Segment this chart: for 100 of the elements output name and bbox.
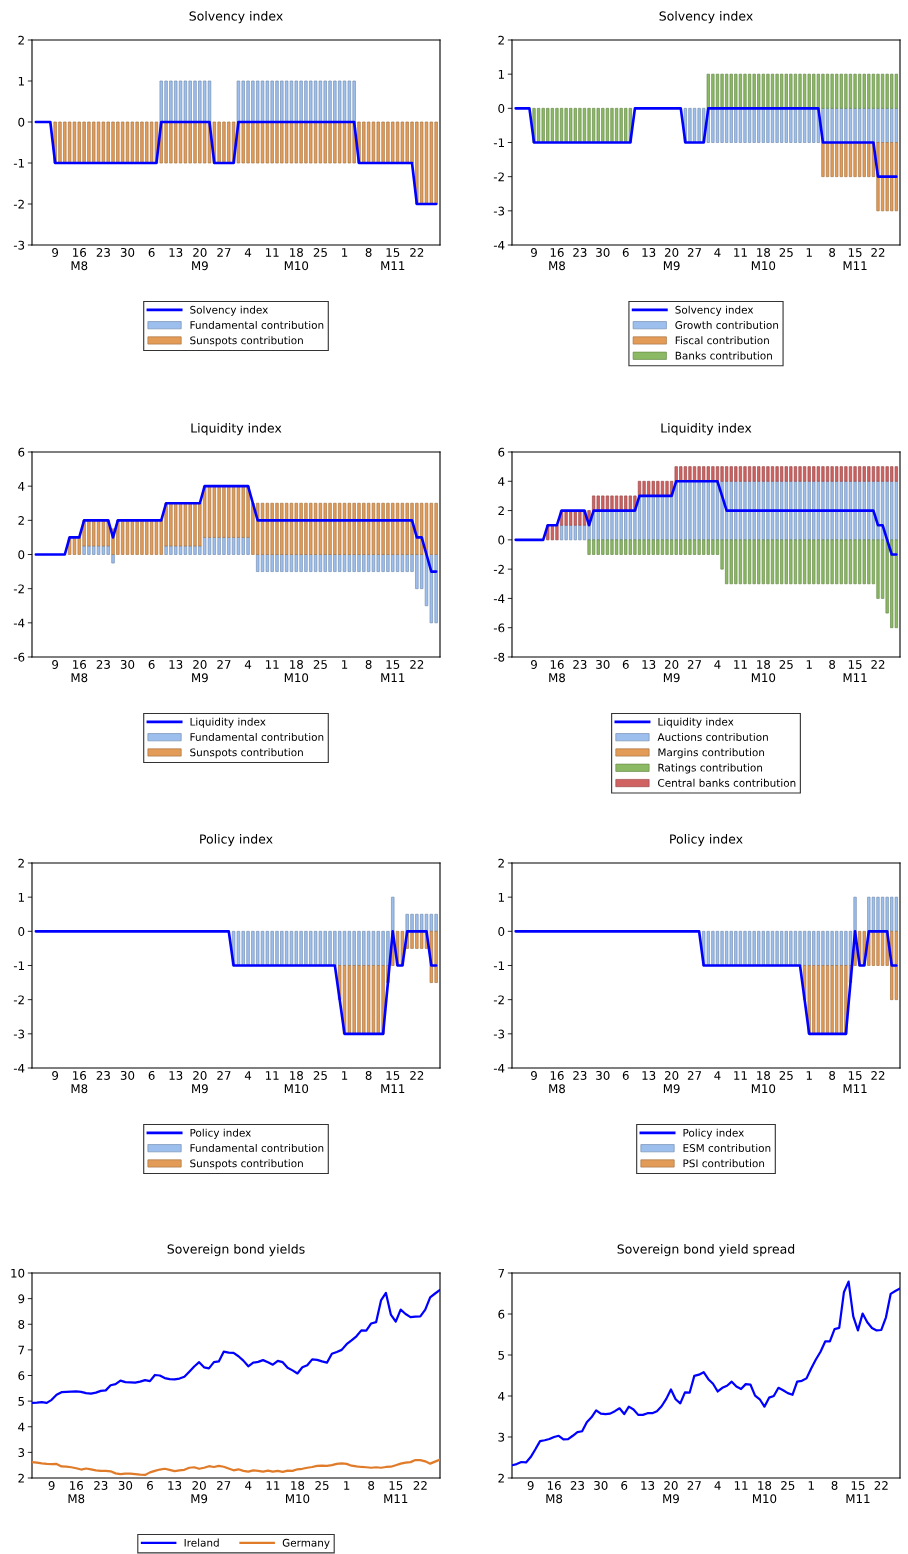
x-tick-label: 9 (527, 1480, 534, 1490)
x-tick-label: 25 (781, 1480, 795, 1490)
x-tick-label: 6 (621, 1480, 628, 1490)
x-tick-label: 1 (806, 1071, 812, 1080)
x-tick-label: 11 (734, 1481, 748, 1490)
x-tick-label: 9 (52, 1070, 59, 1080)
x-tick-label: 20 M9 (663, 1480, 679, 1504)
x-tick-label: 6 (622, 247, 629, 257)
x-tick-label: 11 (734, 1071, 747, 1080)
chart-title: Liquidity index (661, 423, 752, 436)
x-tick-label: 1 (344, 1481, 350, 1490)
x-tick-label: 6 (622, 659, 629, 669)
x-tick-label: 15 M11 (843, 1071, 867, 1093)
x-tick-label: 16 M8 (546, 1480, 563, 1504)
legend-label: Solvency index (675, 305, 754, 316)
x-tick-label: 16 M8 (549, 247, 565, 271)
x-tick-label: 11 (265, 1071, 279, 1080)
y-tick-label: -2 (493, 995, 504, 1005)
x-tick-label: 4 (714, 1481, 721, 1490)
x-tick-label: 20 M9 (663, 1070, 680, 1094)
x-tick-label: 4 (245, 1481, 252, 1490)
x-tick-label: 4 (244, 248, 252, 257)
y-tick-label: 10 (11, 1268, 25, 1278)
x-tick-label: 9 (531, 247, 537, 257)
y-tick-label: 9 (18, 1294, 25, 1304)
y-tick-label: 1 (18, 893, 24, 902)
y-tick-label: 7 (18, 1345, 25, 1355)
x-tick-label: 13 (168, 1480, 182, 1490)
x-tick-label: 15 M11 (846, 1481, 870, 1503)
x-tick-label: 25 (313, 1070, 327, 1080)
x-tick-label: 16 M8 (71, 247, 88, 271)
y-tick-label: -1 (493, 961, 504, 970)
legend-label: Solvency index (190, 305, 268, 316)
y-tick-label: 2 (18, 35, 24, 45)
x-tick-label: 9 (52, 247, 59, 257)
x-tick-label: 6 (148, 247, 155, 257)
x-tick-label: 27 (217, 1070, 231, 1080)
legend-label: Policy index (683, 1128, 744, 1139)
x-tick-label: 13 (642, 659, 656, 669)
legend-label: Fundamental contribution (190, 732, 324, 741)
y-tick-label: -1 (493, 138, 504, 147)
x-tick-label: 23 (96, 1070, 110, 1080)
x-tick-label: 15 M11 (381, 1071, 405, 1093)
x-tick-label: 4 (714, 248, 721, 257)
y-tick-label: 2 (498, 858, 504, 868)
x-tick-label: 22 (871, 247, 885, 257)
y-tick-label: 3 (498, 1432, 505, 1442)
y-tick-label: -6 (493, 623, 505, 633)
x-tick-label: 30 (596, 247, 610, 257)
y-tick-label: 0 (498, 927, 505, 936)
x-tick-label: 30 (594, 1480, 608, 1490)
x-tick-label: 8 (831, 1480, 838, 1490)
x-tick-label: 6 (148, 659, 155, 669)
x-tick-label: 23 (96, 247, 110, 257)
legend-label: Sunspots contribution (190, 748, 303, 759)
y-tick-label: 4 (498, 477, 505, 486)
x-tick-label: 23 (573, 659, 587, 669)
y-tick-label: 0 (18, 117, 25, 127)
legend-label: Fiscal contribution (675, 336, 769, 345)
y-tick-label: 2 (498, 506, 504, 516)
y-tick-label: 0 (498, 104, 505, 113)
x-tick-label: 27 (217, 659, 231, 669)
x-tick-label: 30 (120, 247, 135, 257)
x-tick-label: 8 (368, 1480, 375, 1490)
y-tick-label: -3 (13, 1029, 25, 1039)
y-tick-label: 3 (18, 1448, 25, 1458)
x-tick-label: 25 (779, 247, 793, 257)
y-tick-label: -3 (13, 240, 25, 250)
legend-label: Ireland (184, 1538, 219, 1547)
x-tick-label: 16 M8 (68, 1480, 85, 1504)
y-tick-label: -2 (493, 564, 504, 574)
chart-title: Sovereign bond yields (167, 1244, 305, 1257)
y-tick-label: -8 (493, 652, 505, 662)
x-tick-label: 23 (573, 247, 587, 257)
legend-label: Fundamental contribution (190, 1143, 324, 1152)
x-tick-label: 11 (265, 660, 279, 669)
x-tick-label: 20 M9 (191, 1480, 208, 1504)
x-tick-label: 18 M10 (284, 1070, 309, 1094)
x-tick-label: 16 M8 (71, 659, 88, 683)
x-tick-label: 13 (169, 1070, 183, 1080)
x-tick-label: 15 M11 (384, 1481, 408, 1503)
y-tick-label: 1 (498, 893, 504, 902)
x-tick-label: 22 (871, 659, 885, 669)
x-tick-label: 8 (829, 247, 836, 257)
y-tick-label: 6 (498, 1309, 505, 1319)
x-tick-label: 23 (573, 1070, 587, 1080)
x-tick-label: 16 M8 (549, 659, 565, 683)
x-tick-label: 23 (96, 659, 110, 669)
legend-label: Central banks contribution (658, 778, 796, 787)
chart-title: Liquidity index (191, 423, 282, 436)
y-tick-label: -2 (493, 172, 504, 182)
legend-label: Growth contribution (675, 320, 779, 329)
x-tick-label: 16 M8 (71, 1070, 88, 1094)
x-tick-label: 25 (315, 1480, 329, 1490)
y-tick-label: -4 (13, 1063, 25, 1073)
x-tick-label: 13 (641, 1480, 655, 1490)
x-tick-label: 6 (148, 1070, 155, 1080)
x-tick-label: 22 (871, 1070, 885, 1080)
x-tick-label: 18 M10 (751, 1070, 776, 1094)
x-tick-label: 30 (118, 1480, 133, 1490)
